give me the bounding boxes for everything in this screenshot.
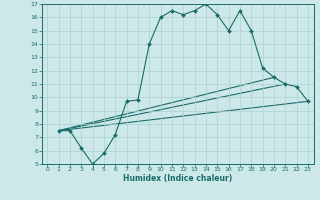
X-axis label: Humidex (Indice chaleur): Humidex (Indice chaleur) bbox=[123, 174, 232, 183]
